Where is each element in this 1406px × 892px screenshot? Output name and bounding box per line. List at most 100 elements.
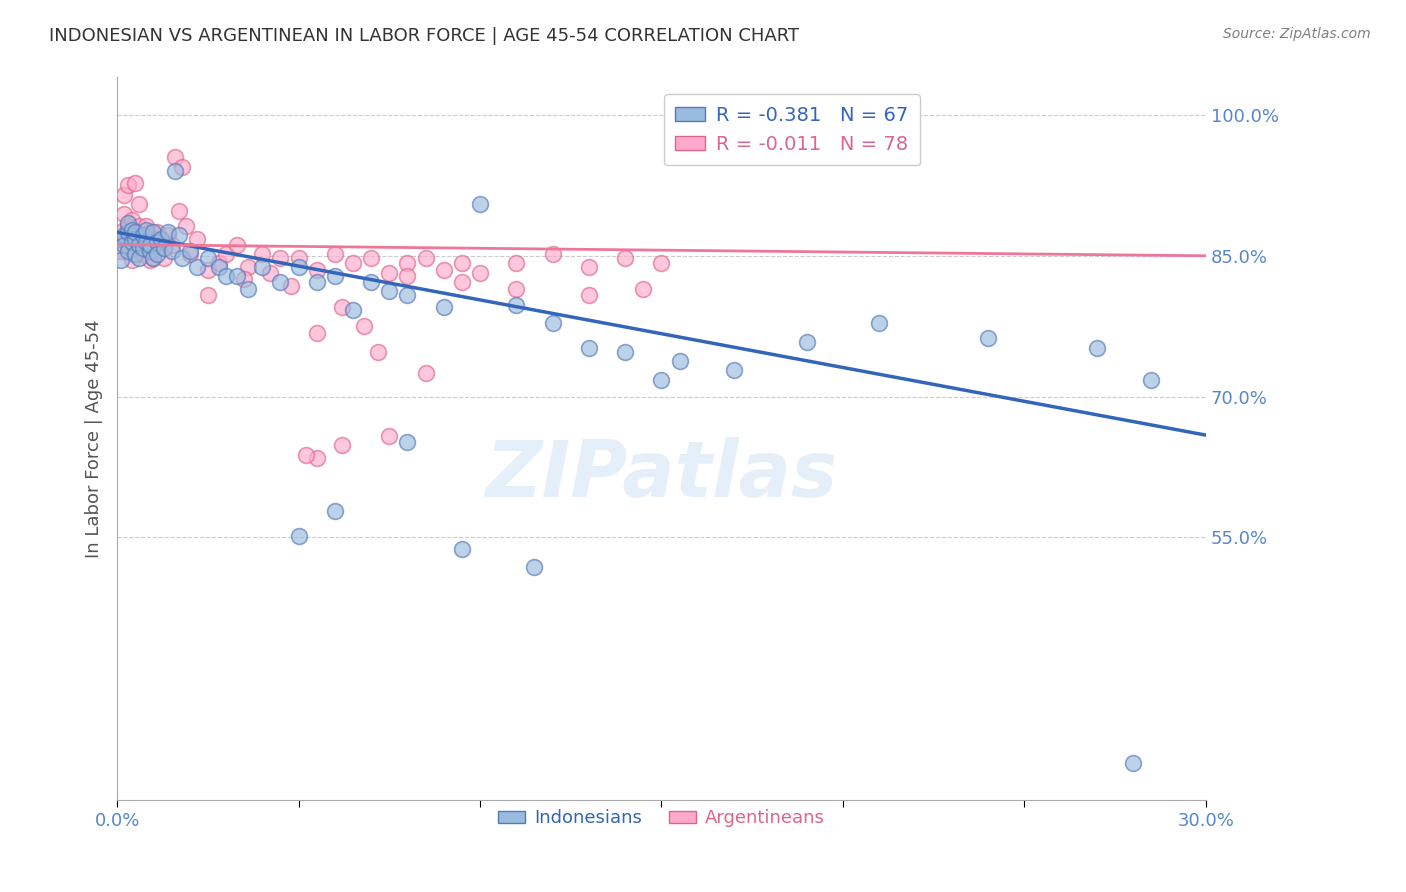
Point: [197, 288, 219, 302]
Point: [153, 251, 176, 265]
Point: [135, 235, 157, 249]
Point: [287, 251, 309, 265]
Point: [236, 260, 259, 274]
Point: [378, 285, 401, 299]
Point: [149, 232, 172, 246]
Point: [117, 225, 139, 239]
Point: [172, 251, 194, 265]
Point: [128, 237, 150, 252]
Point: [396, 434, 419, 449]
Point: [110, 253, 132, 268]
Point: [433, 301, 456, 315]
Point: [342, 303, 364, 318]
Point: [868, 317, 890, 331]
Point: [1140, 373, 1163, 387]
Point: [396, 256, 419, 270]
Point: [131, 228, 153, 243]
Point: [179, 247, 201, 261]
Point: [378, 429, 401, 443]
Point: [796, 335, 818, 350]
Point: [614, 251, 637, 265]
Point: [165, 164, 187, 178]
Point: [367, 344, 389, 359]
Point: [146, 225, 169, 239]
Point: [541, 247, 564, 261]
Point: [342, 256, 364, 270]
Point: [396, 269, 419, 284]
Point: [160, 244, 183, 258]
Point: [305, 326, 328, 340]
Point: [121, 222, 143, 236]
Point: [259, 266, 281, 280]
Point: [415, 251, 437, 265]
Text: Source: ZipAtlas.com: Source: ZipAtlas.com: [1223, 27, 1371, 41]
Point: [451, 275, 474, 289]
Point: [633, 282, 655, 296]
Point: [160, 237, 183, 252]
Point: [110, 232, 132, 246]
Point: [124, 225, 146, 239]
Point: [360, 275, 382, 289]
Point: [523, 560, 546, 574]
Point: [505, 282, 527, 296]
Point: [578, 260, 600, 274]
Point: [396, 288, 419, 302]
Point: [1122, 756, 1144, 770]
Point: [153, 241, 176, 255]
Point: [179, 244, 201, 258]
Point: [305, 275, 328, 289]
Point: [131, 228, 153, 243]
Point: [323, 504, 346, 518]
Point: [269, 251, 291, 265]
Point: [451, 256, 474, 270]
Point: [378, 266, 401, 280]
Point: [208, 256, 231, 270]
Point: [287, 260, 309, 274]
Point: [305, 263, 328, 277]
Point: [287, 528, 309, 542]
Point: [215, 247, 238, 261]
Point: [226, 237, 249, 252]
Point: [650, 373, 672, 387]
Point: [156, 228, 179, 243]
Point: [233, 272, 256, 286]
Point: [121, 235, 143, 249]
Point: [433, 263, 456, 277]
Point: [139, 225, 162, 239]
Point: [977, 331, 1000, 345]
Point: [174, 219, 197, 233]
Point: [156, 225, 179, 239]
Point: [305, 450, 328, 465]
Point: [149, 235, 172, 249]
Point: [146, 247, 169, 261]
Point: [121, 253, 143, 268]
Point: [142, 251, 165, 265]
Point: [330, 438, 353, 452]
Point: [236, 282, 259, 296]
Point: [578, 288, 600, 302]
Point: [139, 244, 162, 258]
Point: [668, 354, 690, 368]
Point: [135, 219, 157, 233]
Point: [330, 301, 353, 315]
Point: [142, 232, 165, 246]
Point: [165, 150, 187, 164]
Point: [142, 225, 165, 239]
Point: [252, 260, 274, 274]
Point: [128, 237, 150, 252]
Legend: Indonesians, Argentineans: Indonesians, Argentineans: [491, 802, 832, 835]
Point: [146, 235, 169, 249]
Point: [541, 317, 564, 331]
Point: [269, 275, 291, 289]
Point: [167, 203, 190, 218]
Point: [650, 256, 672, 270]
Point: [114, 206, 136, 220]
Point: [505, 256, 527, 270]
Point: [124, 247, 146, 261]
Point: [139, 253, 162, 268]
Point: [323, 269, 346, 284]
Point: [131, 247, 153, 261]
Point: [117, 244, 139, 258]
Point: [110, 244, 132, 258]
Point: [505, 297, 527, 311]
